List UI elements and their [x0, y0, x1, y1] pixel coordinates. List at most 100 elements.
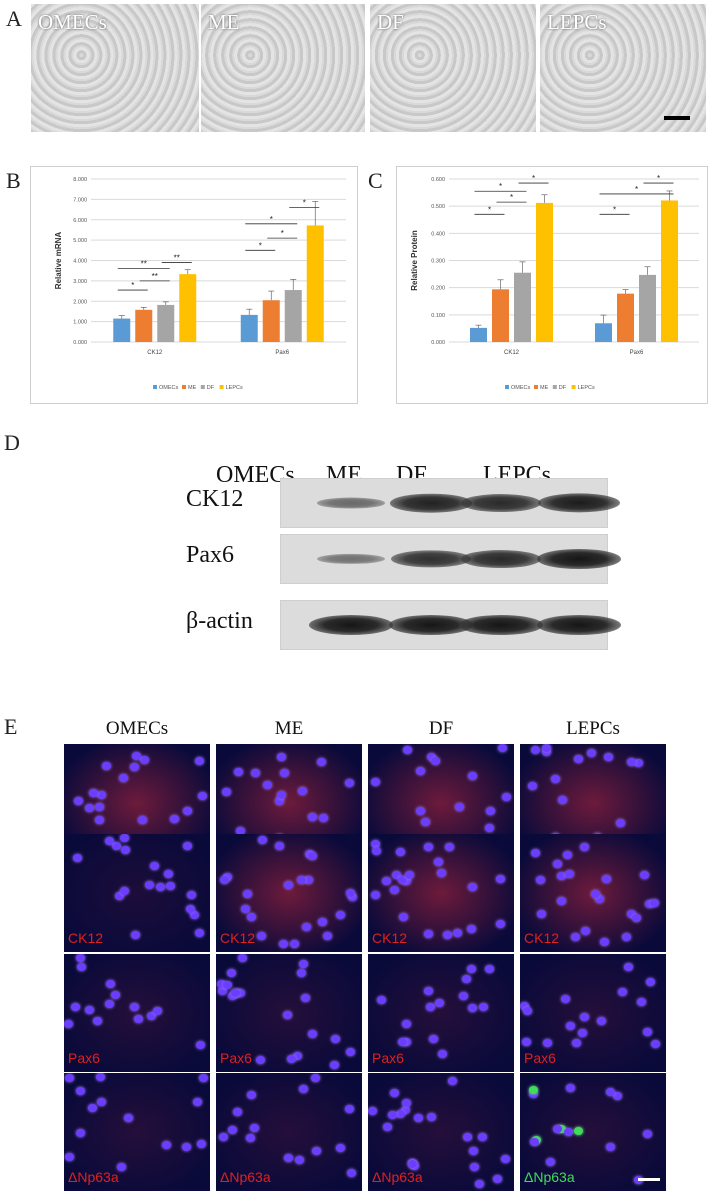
panel-label-b: B [6, 168, 21, 193]
nucleus [290, 940, 299, 948]
nucleus [646, 978, 655, 986]
nucleus [97, 1098, 106, 1106]
nucleus [105, 1000, 114, 1008]
nucleus [166, 882, 175, 890]
blot-row-label: Pax6 [186, 542, 234, 568]
nucleus [64, 1020, 73, 1028]
blot-band [460, 550, 542, 568]
significance-mark: * [510, 193, 513, 202]
nucleus [643, 1130, 652, 1138]
nucleus [493, 1175, 502, 1183]
nucleus [371, 840, 380, 848]
y-tick-label: 5.000 [73, 238, 87, 244]
nucleus [198, 792, 207, 800]
micrograph-label: DF [377, 10, 404, 34]
nucleus [88, 1104, 97, 1112]
nucleus [106, 980, 115, 988]
nucleus [120, 887, 129, 895]
y-tick-label: 0.200 [431, 286, 445, 292]
nucleus [295, 1156, 304, 1164]
chart-svg: 0.000 1.000 2.000 3.000 4.000 5.000 6.000 7.000… [54, 177, 346, 391]
nucleus [132, 752, 141, 760]
nucleus [528, 782, 537, 790]
nucleus [284, 881, 293, 889]
nucleus [502, 793, 511, 801]
y-tick-label: 4.000 [73, 259, 87, 265]
if-marker-label: ΔNp63a [68, 1169, 119, 1185]
nucleus [637, 998, 646, 1006]
bar [135, 309, 153, 342]
nucleus [486, 807, 495, 815]
blot-band [537, 549, 621, 569]
x-tick-label: CK12 [147, 350, 163, 356]
significance-mark: ** [141, 260, 147, 269]
bar [157, 304, 175, 342]
legend-label: LEPCs [578, 385, 595, 391]
nucleus [228, 1126, 237, 1134]
micrograph-omecs: OMECs [31, 4, 199, 132]
nucleus [85, 804, 94, 812]
nucleus [275, 842, 284, 850]
nucleus [604, 753, 613, 761]
nucleus [475, 1180, 484, 1188]
nucleus [297, 876, 306, 884]
nucleus [398, 876, 407, 884]
nucleus [257, 932, 266, 940]
panel-label-d: D [4, 430, 20, 455]
legend-label: DF [207, 385, 215, 391]
nucleus [284, 1154, 293, 1162]
nucleus [523, 1007, 532, 1015]
nucleus [236, 989, 245, 997]
significance-mark: * [131, 281, 134, 290]
nucleus [182, 1143, 191, 1151]
nucleus [346, 1048, 355, 1056]
bar [492, 289, 509, 342]
bar [470, 327, 487, 342]
micrograph-label: OMECs [38, 10, 107, 34]
nucleus [424, 987, 433, 995]
nucleus [551, 775, 560, 783]
nucleus [463, 1133, 472, 1141]
nucleus [566, 1084, 575, 1092]
nucleus [396, 1110, 405, 1118]
nucleus [96, 1073, 105, 1081]
nucleus [371, 891, 380, 899]
nucleus [65, 1074, 74, 1082]
nucleus [256, 1056, 265, 1064]
nucleus [468, 772, 477, 780]
nucleus [65, 1153, 74, 1161]
y-axis-label: Relative Protein [410, 230, 419, 291]
nucleus [426, 1003, 435, 1011]
nucleus [563, 851, 572, 859]
chart-svg: 0.000 0.100 0.200 0.300 0.400 0.500 0.600 Relat… [410, 174, 699, 391]
micrograph-df: DF [370, 4, 536, 132]
if-marker-label: ΔNp63a [220, 1169, 271, 1185]
y-tick-label: 0.000 [431, 340, 445, 346]
if-marker-label: Pax6 [68, 1050, 100, 1066]
nucleus [372, 847, 381, 855]
nucleus [565, 870, 574, 878]
nucleus [247, 913, 256, 921]
legend-swatch [182, 385, 186, 389]
nucleus [130, 763, 139, 771]
nucleus [190, 911, 199, 919]
nucleus [382, 877, 391, 885]
nucleus [383, 1123, 392, 1131]
nucleus [606, 1088, 615, 1096]
nucleus [587, 749, 596, 757]
nucleus [459, 992, 468, 1000]
significance-mark: * [532, 174, 535, 183]
nucleus [377, 996, 386, 1004]
nucleus [501, 1155, 510, 1163]
nucleus [542, 748, 551, 756]
if-marker-label: CK12 [68, 930, 104, 946]
if-marker-label: CK12 [220, 930, 256, 946]
nucleus [186, 905, 195, 913]
nucleus [251, 769, 260, 777]
significance-mark: * [281, 229, 284, 238]
y-tick-label: 7.000 [73, 197, 87, 203]
nucleus [435, 999, 444, 1007]
y-axis-label: Relative mRNA [54, 232, 63, 290]
nucleus [197, 1140, 206, 1148]
nucleus [131, 931, 140, 939]
